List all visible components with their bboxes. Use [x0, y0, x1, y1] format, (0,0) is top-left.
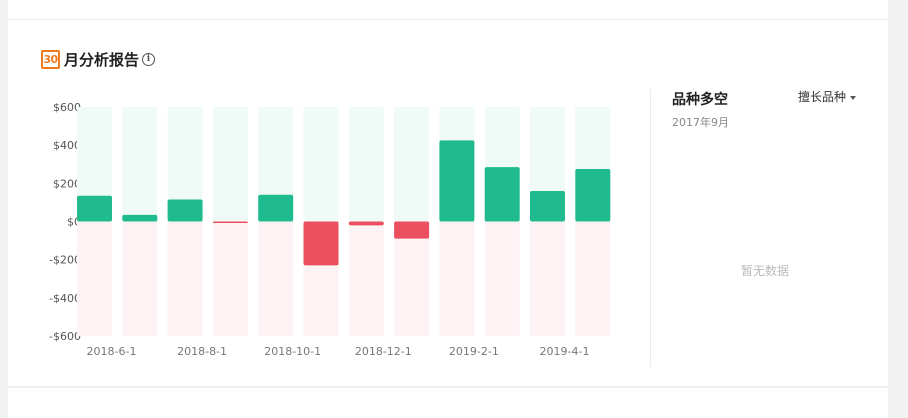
- section-title: 月分析报告: [64, 50, 140, 69]
- section-header: 30 月分析报告 i: [41, 49, 156, 69]
- x-tick-label: 2018-8-1: [177, 345, 227, 358]
- y-tick-label: -$200: [49, 254, 81, 267]
- x-tick-label: 2018-6-1: [87, 345, 137, 358]
- bar-background-positive: [348, 107, 384, 222]
- bar: [77, 195, 112, 222]
- previous-section-card: [8, 0, 888, 20]
- specialty-dropdown-label: 擅长品种: [798, 90, 847, 104]
- bar: [167, 199, 203, 222]
- x-tick-label: 2018-10-1: [264, 345, 321, 358]
- x-tick-label: 2018-12-1: [355, 345, 412, 358]
- y-tick-label: -$600: [49, 330, 81, 343]
- bar: [212, 221, 248, 223]
- x-tick-label: 2019-4-1: [540, 345, 590, 358]
- side-panel-date: 2017年9月: [672, 116, 729, 129]
- bar-background-negative: [212, 221, 248, 336]
- bar-background-positive: [303, 107, 339, 222]
- bar: [122, 214, 158, 222]
- bar-background-negative: [530, 221, 565, 336]
- bar-background-positive: [394, 107, 430, 222]
- bar-background-negative: [167, 221, 203, 336]
- bar: [394, 221, 430, 239]
- bar: [530, 190, 565, 222]
- bar-background-negative: [122, 221, 158, 336]
- next-section-card: [8, 387, 888, 418]
- chevron-down-icon: [850, 95, 857, 100]
- bar: [258, 194, 294, 222]
- bar-background-negative: [439, 221, 475, 336]
- bar: [303, 221, 339, 266]
- bar-background-negative: [348, 221, 384, 336]
- y-tick-label: -$400: [49, 292, 81, 305]
- bar-background-positive: [122, 107, 158, 222]
- bar-background-negative: [394, 221, 430, 336]
- calendar-icon: 30: [41, 49, 60, 69]
- specialty-dropdown[interactable]: 擅长品种: [798, 88, 857, 105]
- side-panel-title: 品种多空: [672, 92, 728, 108]
- bar: [348, 221, 384, 226]
- y-tick-label: $200: [53, 177, 81, 190]
- bar: [575, 169, 611, 222]
- bar-background-positive: [212, 107, 248, 222]
- bar: [484, 167, 520, 222]
- info-icon[interactable]: i: [142, 52, 156, 66]
- bar-background-negative: [484, 221, 520, 336]
- empty-state-text: 暂无数据: [741, 264, 790, 278]
- monthly-report-card: 30 月分析报告 i $600 $400 $200 $0 -$200 -$400 -$600…: [8, 20, 888, 386]
- bar-background-negative: [258, 221, 294, 336]
- bar-background-negative: [575, 221, 611, 336]
- y-tick-label: $400: [53, 139, 81, 152]
- x-tick-label: 2019-2-1: [449, 345, 499, 358]
- bar: [439, 140, 475, 222]
- panel-divider: [650, 89, 651, 367]
- y-tick-label: $600: [53, 101, 81, 114]
- bar-background-negative: [77, 221, 112, 336]
